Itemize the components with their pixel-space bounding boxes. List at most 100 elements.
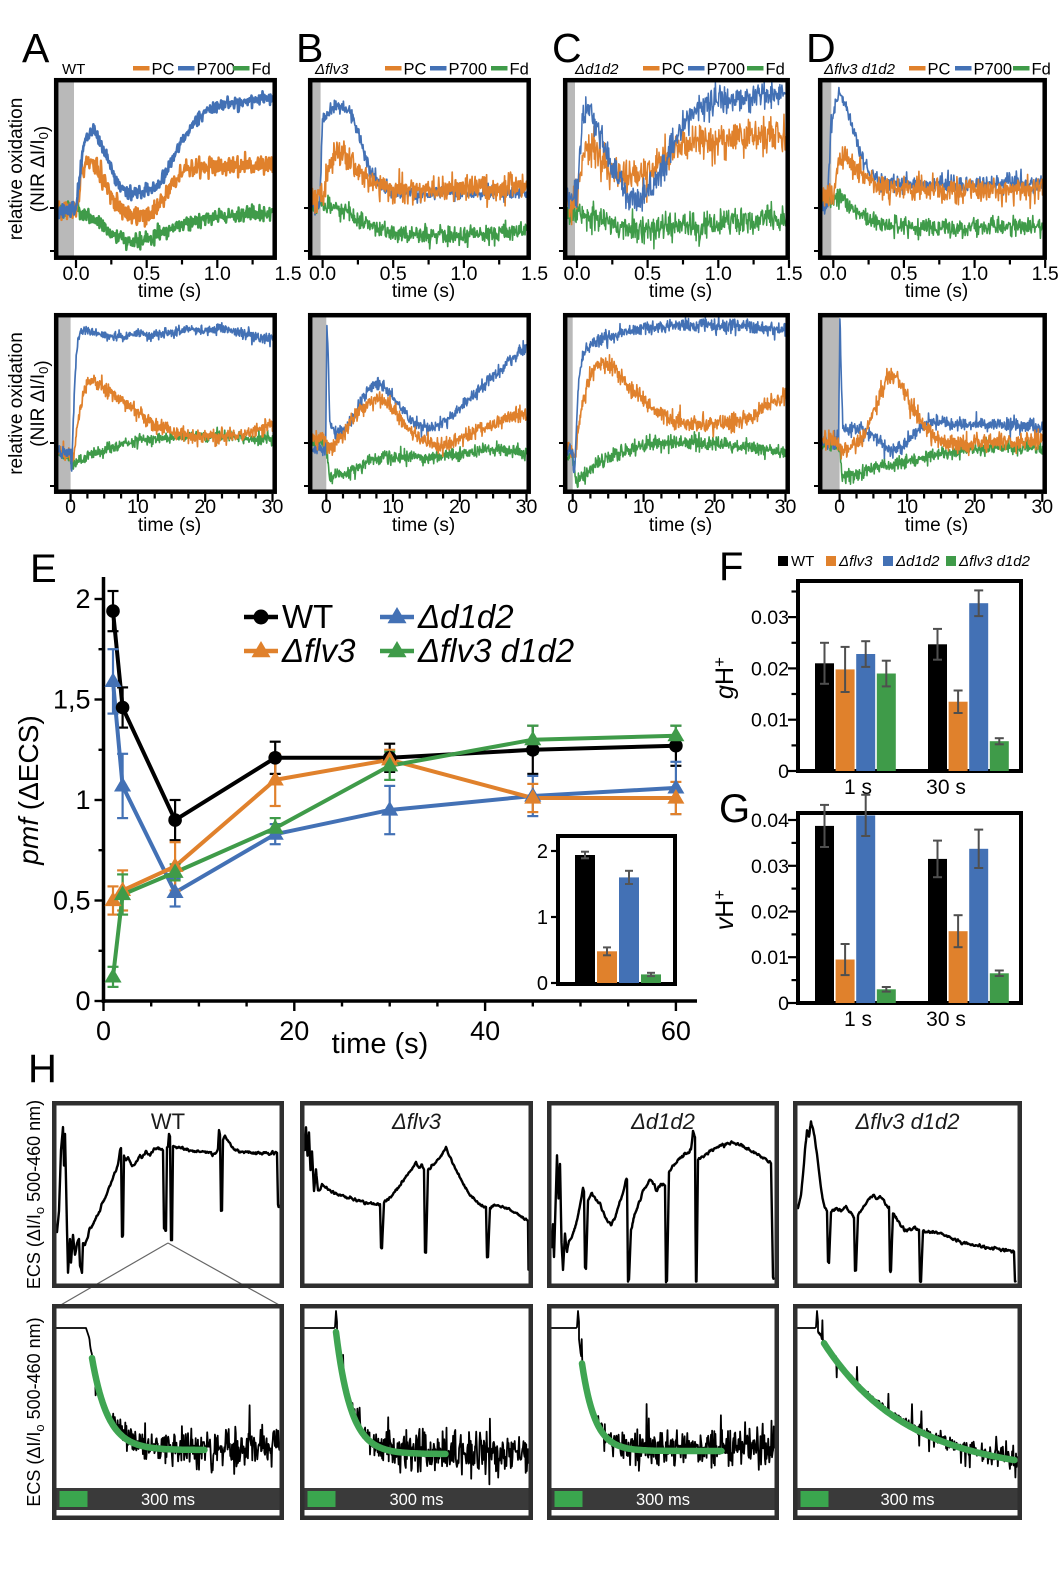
svg-text:300 ms: 300 ms bbox=[389, 1491, 443, 1509]
svg-text:time (s): time (s) bbox=[392, 281, 455, 302]
svg-text:1.0: 1.0 bbox=[204, 263, 231, 285]
svg-text:(NIR ΔI/I0): (NIR ΔI/I0) bbox=[28, 126, 53, 212]
svg-text:0: 0 bbox=[778, 761, 789, 783]
svg-text:C: C bbox=[552, 25, 582, 71]
svg-text:1.0: 1.0 bbox=[450, 263, 477, 285]
svg-text:WT: WT bbox=[151, 1109, 185, 1134]
svg-text:0.04: 0.04 bbox=[751, 810, 789, 832]
svg-text:0.5: 0.5 bbox=[133, 263, 160, 285]
svg-text:D: D bbox=[806, 25, 836, 71]
svg-text:1,5: 1,5 bbox=[53, 685, 91, 715]
svg-text:PC: PC bbox=[152, 61, 175, 79]
svg-text:0.03: 0.03 bbox=[751, 607, 789, 629]
svg-text:1.0: 1.0 bbox=[705, 263, 732, 285]
svg-text:40: 40 bbox=[470, 1016, 500, 1046]
svg-text:20: 20 bbox=[704, 496, 726, 518]
svg-text:2: 2 bbox=[537, 841, 548, 863]
svg-text:A: A bbox=[22, 25, 50, 71]
svg-text:0.0: 0.0 bbox=[62, 263, 89, 285]
svg-text:P700: P700 bbox=[707, 61, 746, 79]
svg-text:0.03: 0.03 bbox=[751, 856, 789, 878]
svg-text:1.0: 1.0 bbox=[961, 263, 988, 285]
svg-text:0: 0 bbox=[65, 496, 76, 518]
svg-text:1: 1 bbox=[537, 907, 548, 929]
svg-text:0: 0 bbox=[834, 496, 845, 518]
svg-text:300 ms: 300 ms bbox=[141, 1491, 195, 1509]
svg-text:0.5: 0.5 bbox=[890, 263, 917, 285]
svg-text:20: 20 bbox=[964, 496, 986, 518]
svg-text:ECS (ΔI/Io 500-460 nm): ECS (ΔI/Io 500-460 nm) bbox=[24, 1317, 47, 1506]
svg-text:F: F bbox=[719, 545, 743, 589]
svg-text:300 ms: 300 ms bbox=[880, 1491, 934, 1509]
svg-text:Δflv3 d1d2: Δflv3 d1d2 bbox=[854, 1109, 959, 1134]
svg-text:P700: P700 bbox=[449, 61, 488, 79]
svg-text:0.02: 0.02 bbox=[751, 658, 789, 680]
svg-text:B: B bbox=[296, 25, 323, 71]
svg-text:30: 30 bbox=[262, 496, 284, 518]
svg-text:Δd1d2: Δd1d2 bbox=[417, 598, 514, 635]
svg-text:1.5: 1.5 bbox=[775, 263, 802, 285]
svg-text:Fd: Fd bbox=[1032, 61, 1051, 79]
svg-text:G: G bbox=[719, 787, 750, 831]
svg-text:Δflv3: Δflv3 bbox=[314, 61, 349, 78]
svg-text:30 s: 30 s bbox=[926, 776, 966, 799]
svg-text:Δflv3: Δflv3 bbox=[281, 632, 356, 669]
svg-text:Δflv3 d1d2: Δflv3 d1d2 bbox=[823, 61, 896, 78]
svg-text:10: 10 bbox=[633, 496, 655, 518]
svg-text:time (s): time (s) bbox=[905, 515, 968, 536]
svg-text:1: 1 bbox=[75, 785, 90, 815]
svg-text:10: 10 bbox=[127, 496, 149, 518]
svg-text:ECS (ΔI/Io 500-460 nm): ECS (ΔI/Io 500-460 nm) bbox=[24, 1100, 47, 1289]
svg-text:Δd1d2: Δd1d2 bbox=[630, 1109, 695, 1134]
svg-text:H: H bbox=[28, 1047, 57, 1091]
svg-text:30: 30 bbox=[516, 496, 538, 518]
svg-text:30 s: 30 s bbox=[926, 1008, 966, 1031]
svg-text:20: 20 bbox=[279, 1016, 309, 1046]
svg-text:20: 20 bbox=[194, 496, 216, 518]
svg-text:WT: WT bbox=[62, 61, 85, 78]
svg-text:10: 10 bbox=[382, 496, 404, 518]
svg-text:time (s): time (s) bbox=[332, 1028, 429, 1060]
svg-text:time (s): time (s) bbox=[138, 281, 201, 302]
svg-text:P700: P700 bbox=[974, 61, 1013, 79]
svg-text:60: 60 bbox=[661, 1016, 691, 1046]
svg-text:PC: PC bbox=[662, 61, 685, 79]
svg-text:time (s): time (s) bbox=[905, 281, 968, 302]
svg-text:Δd1d2: Δd1d2 bbox=[574, 61, 619, 78]
svg-text:Δflv3: Δflv3 bbox=[391, 1109, 442, 1134]
svg-text:0.0: 0.0 bbox=[563, 263, 590, 285]
svg-text:Δflv3 d1d2: Δflv3 d1d2 bbox=[417, 632, 574, 669]
svg-text:30: 30 bbox=[775, 496, 797, 518]
svg-text:0.0: 0.0 bbox=[820, 263, 847, 285]
svg-text:0.01: 0.01 bbox=[751, 710, 789, 732]
svg-text:Δflv3 d1d2: Δflv3 d1d2 bbox=[958, 553, 1031, 570]
svg-text:1.5: 1.5 bbox=[521, 263, 548, 285]
svg-text:time (s): time (s) bbox=[649, 281, 712, 302]
svg-text:0.01: 0.01 bbox=[751, 947, 789, 969]
svg-text:WT: WT bbox=[282, 598, 333, 635]
svg-text:Fd: Fd bbox=[510, 61, 529, 79]
svg-text:(NIR ΔI/I0): (NIR ΔI/I0) bbox=[28, 360, 53, 446]
svg-text:P700: P700 bbox=[197, 61, 236, 79]
svg-text:time (s): time (s) bbox=[649, 515, 712, 536]
svg-text:1.5: 1.5 bbox=[1032, 263, 1059, 285]
svg-text:relative oxidation: relative oxidation bbox=[6, 98, 27, 241]
svg-text:1.5: 1.5 bbox=[274, 263, 301, 285]
svg-text:0.0: 0.0 bbox=[309, 263, 336, 285]
svg-text:E: E bbox=[30, 547, 57, 591]
svg-text:time (s): time (s) bbox=[138, 515, 201, 536]
svg-text:0: 0 bbox=[537, 973, 548, 995]
svg-text:0: 0 bbox=[96, 1016, 111, 1046]
svg-text:pmf (ΔECS): pmf (ΔECS) bbox=[13, 715, 44, 865]
svg-text:10: 10 bbox=[896, 496, 918, 518]
svg-text:relative oxidation: relative oxidation bbox=[6, 332, 27, 475]
svg-text:0: 0 bbox=[75, 986, 90, 1016]
svg-text:time (s): time (s) bbox=[392, 515, 455, 536]
svg-text:20: 20 bbox=[449, 496, 471, 518]
svg-text:Δflv3: Δflv3 bbox=[838, 553, 873, 570]
svg-text:gH+: gH+ bbox=[710, 657, 739, 699]
svg-text:1 s: 1 s bbox=[844, 1008, 872, 1031]
svg-text:300 ms: 300 ms bbox=[636, 1491, 690, 1509]
svg-text:PC: PC bbox=[404, 61, 427, 79]
svg-text:WT: WT bbox=[791, 553, 814, 570]
